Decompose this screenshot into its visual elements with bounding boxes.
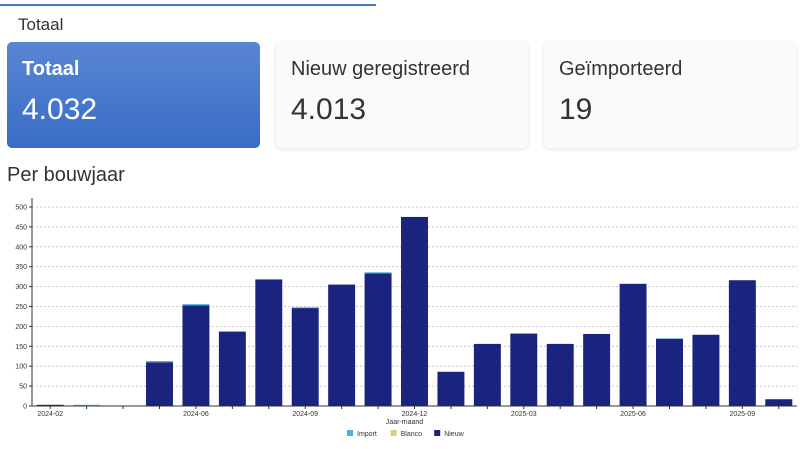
chart-title: Per bouwjaar	[7, 164, 125, 186]
x-tick-label: 2024-06	[183, 411, 209, 418]
bar-nieuw	[656, 338, 683, 406]
bar-nieuw	[255, 279, 283, 406]
x-tick-label: 2025-06	[620, 411, 646, 418]
y-tick-label: 350	[15, 264, 27, 271]
y-tick-label: 150	[15, 344, 27, 351]
bar-nieuw	[728, 280, 756, 406]
bar-nieuw	[364, 273, 392, 406]
bar-nieuw	[36, 404, 64, 406]
card-value: 19	[559, 93, 593, 126]
bar-nieuw	[182, 305, 210, 406]
card-value: 4.013	[291, 93, 367, 126]
bar-import	[146, 361, 173, 363]
bar-nieuw	[218, 331, 246, 406]
bar-nieuw	[473, 343, 501, 406]
legend-swatch-blanco	[390, 430, 397, 436]
bar-nieuw	[328, 284, 356, 406]
card-label: Geïmporteerd	[559, 58, 683, 80]
legend-label-import: Import	[357, 431, 377, 438]
y-tick-label: 0	[23, 404, 27, 411]
legend-label-nieuw: Nieuw	[444, 431, 464, 438]
bar-import	[364, 272, 392, 274]
card-label: Totaal	[22, 58, 80, 80]
y-tick-label: 50	[19, 384, 27, 391]
bar-nieuw	[291, 308, 319, 406]
bar-nieuw	[437, 371, 465, 406]
y-tick-label: 500	[15, 205, 27, 212]
card-nieuw-geregistreerd[interactable]: Nieuw geregistreerd 4.013	[276, 42, 528, 148]
y-tick-label: 300	[15, 284, 27, 291]
bar-nieuw	[146, 362, 173, 406]
card-value: 4.032	[22, 93, 98, 126]
x-tick-label: 2025-09	[730, 411, 756, 418]
y-tick-label: 100	[15, 364, 27, 371]
tab-indicator-line	[0, 4, 376, 6]
bar-chart: 0 50 100 150 200 250 300 350 400 450 500 2024-02 202…	[15, 198, 797, 438]
bar-nieuw	[619, 283, 647, 406]
bar-import	[291, 307, 319, 309]
bar-import	[182, 304, 210, 306]
card-geimporteerd[interactable]: Geïmporteerd 19	[544, 42, 797, 148]
legend-label-blanco: Blanco	[401, 431, 423, 438]
y-tick-label: 250	[15, 304, 27, 311]
y-tick-label: 400	[15, 244, 27, 251]
bar-nieuw	[692, 334, 720, 406]
bar-nieuw	[583, 333, 611, 406]
bar-nieuw	[401, 216, 428, 406]
x-tick-label: 2024-09	[292, 411, 318, 418]
bar-nieuw	[510, 333, 538, 406]
y-tick-label: 200	[15, 324, 27, 331]
x-tick-label: 2024-12	[402, 411, 428, 418]
section-title: Totaal	[18, 15, 64, 34]
bar-nieuw	[765, 399, 793, 406]
card-totaal[interactable]: Totaal 4.032	[7, 42, 260, 148]
bar-nieuw	[546, 343, 574, 406]
bar-import	[73, 404, 101, 406]
y-tick-label: 450	[15, 224, 27, 231]
card-label: Nieuw geregistreerd	[291, 58, 470, 80]
x-tick-label: 2025-03	[511, 411, 537, 418]
x-axis-label: Jaar-maand	[386, 419, 423, 426]
legend-swatch-nieuw	[434, 430, 441, 436]
legend-swatch-import	[347, 430, 353, 436]
x-tick-label: 2024-02	[37, 411, 63, 418]
